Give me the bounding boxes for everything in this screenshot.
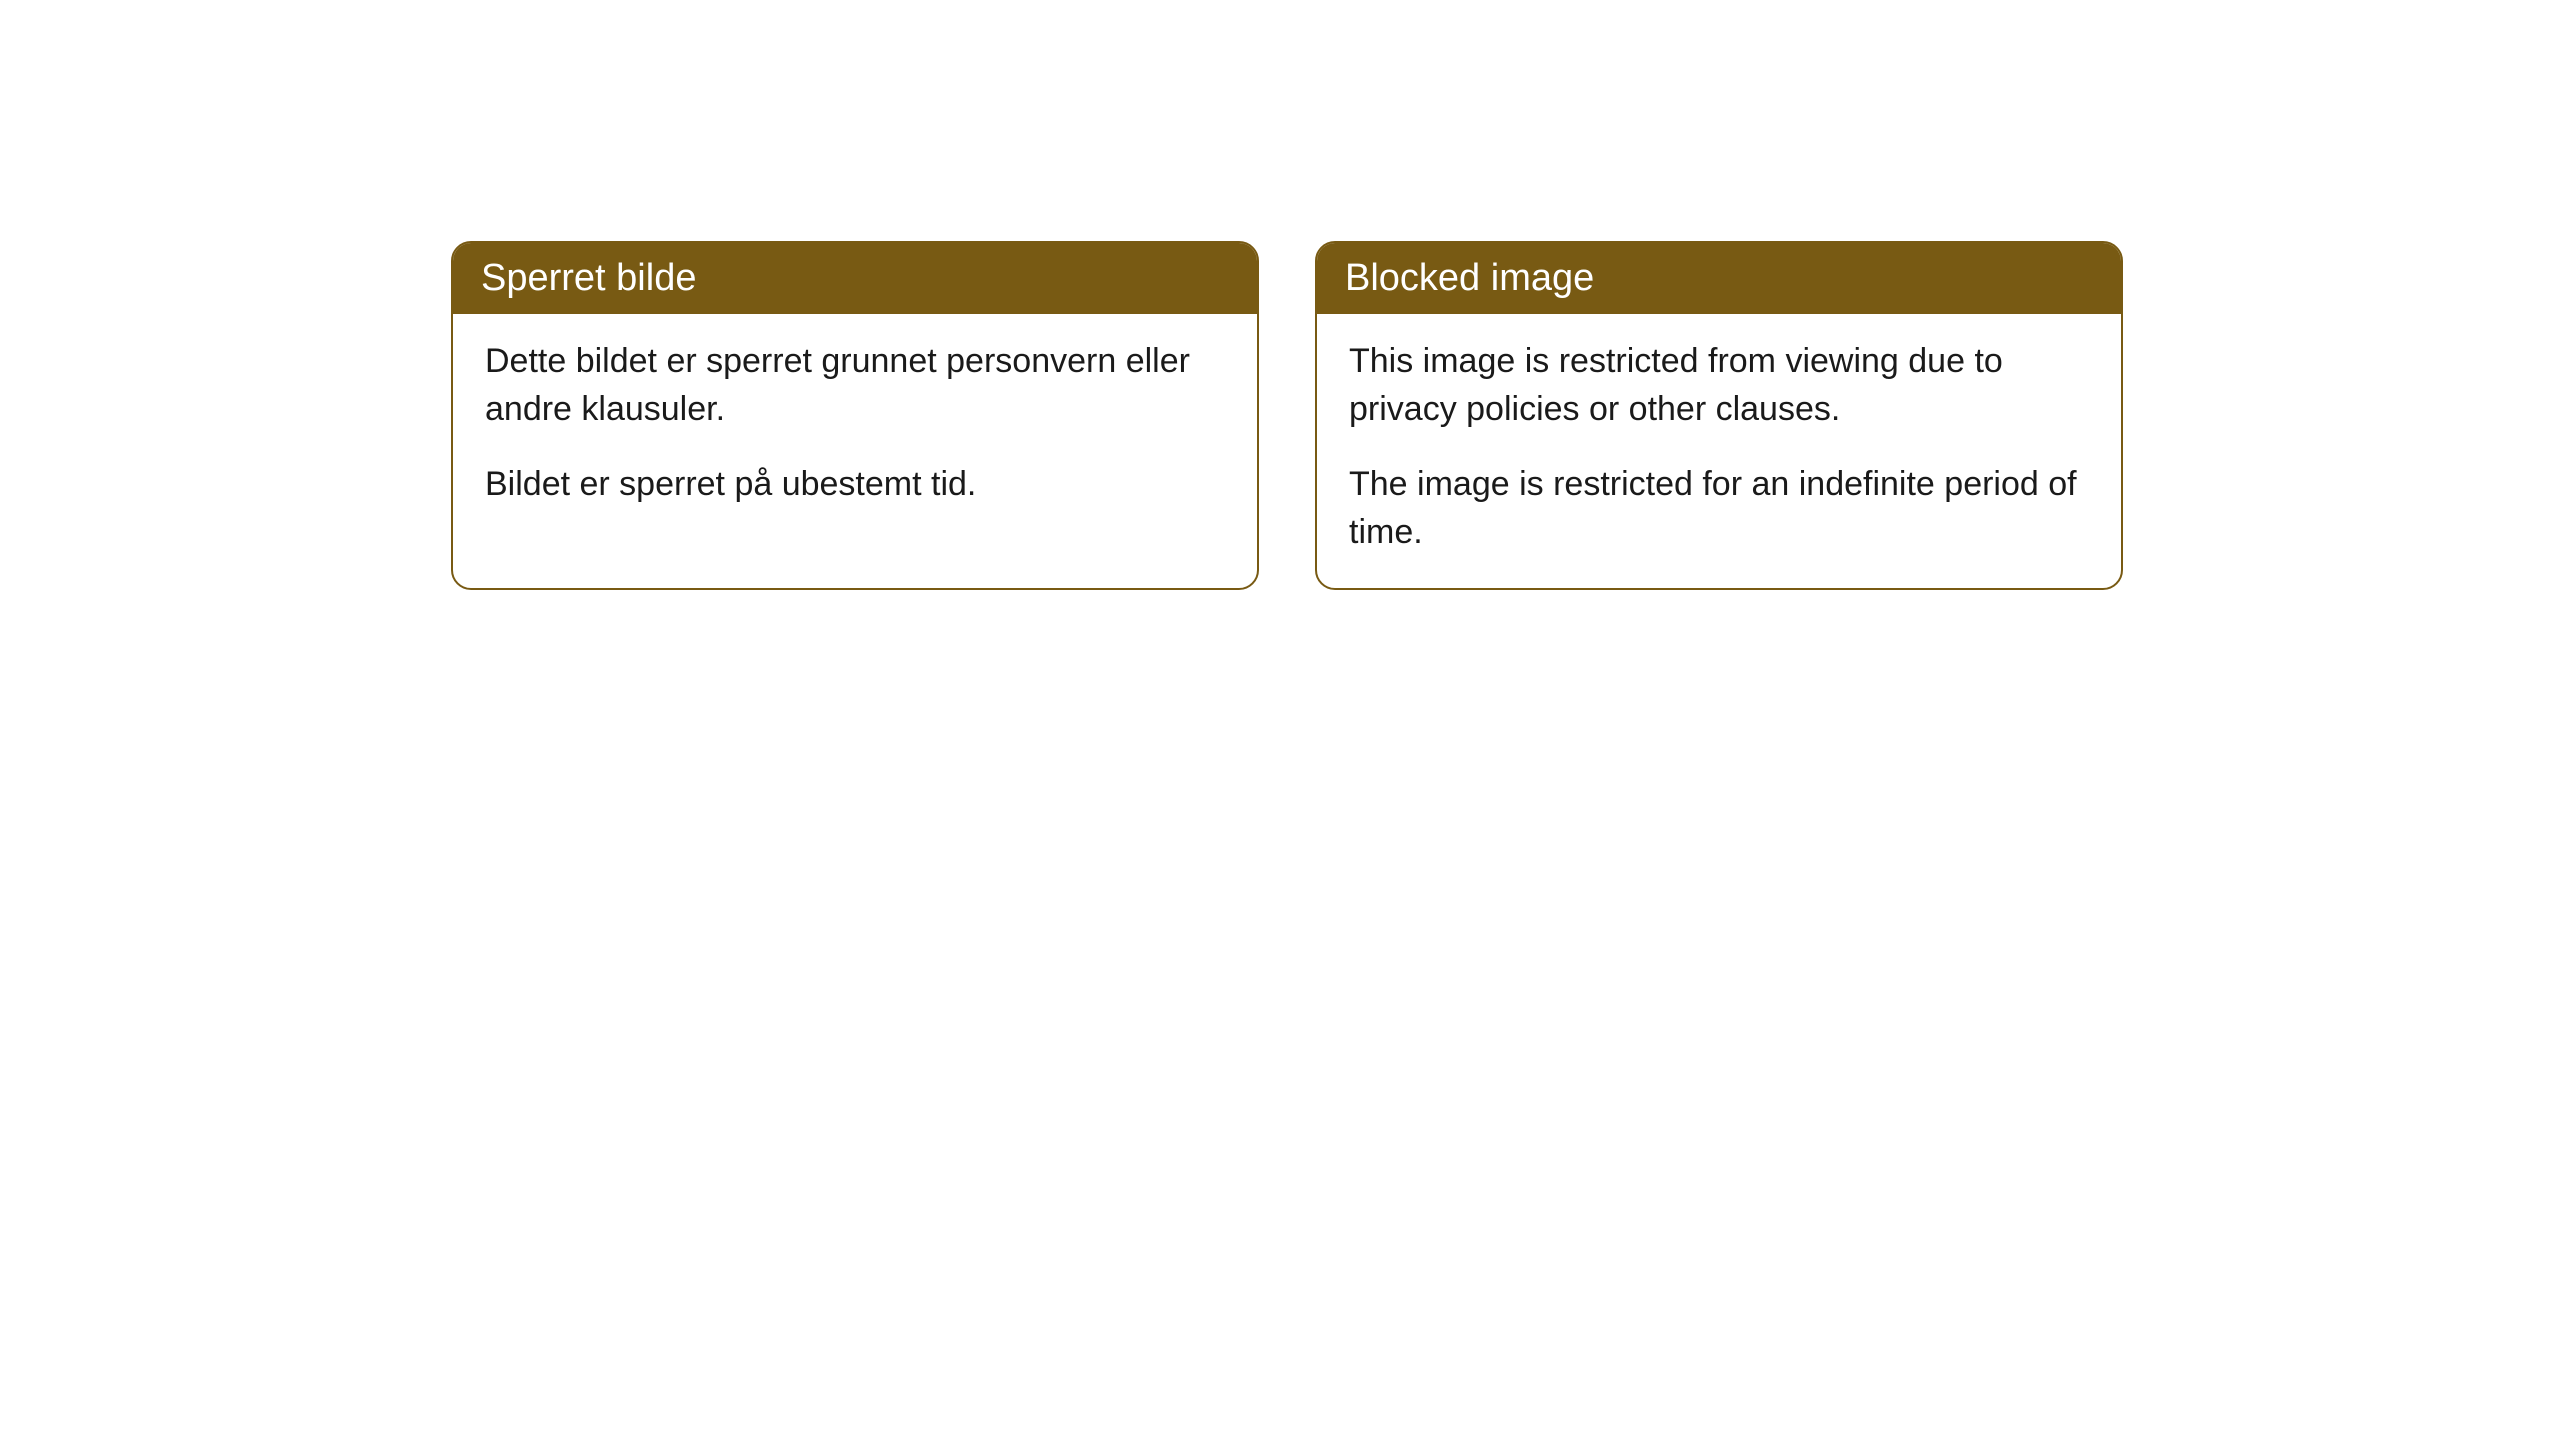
- card-header-norwegian: Sperret bilde: [453, 243, 1257, 314]
- card-body-english: This image is restricted from viewing du…: [1317, 314, 2121, 588]
- card-paragraph-2-norwegian: Bildet er sperret på ubestemt tid.: [485, 461, 1225, 509]
- notice-cards-container: Sperret bilde Dette bildet er sperret gr…: [451, 241, 2123, 590]
- card-paragraph-1-norwegian: Dette bildet er sperret grunnet personve…: [485, 338, 1225, 433]
- card-body-norwegian: Dette bildet er sperret grunnet personve…: [453, 314, 1257, 541]
- blocked-image-card-english: Blocked image This image is restricted f…: [1315, 241, 2123, 590]
- card-title-english: Blocked image: [1345, 257, 1594, 299]
- card-title-norwegian: Sperret bilde: [481, 257, 696, 299]
- card-paragraph-1-english: This image is restricted from viewing du…: [1349, 338, 2089, 433]
- card-paragraph-2-english: The image is restricted for an indefinit…: [1349, 461, 2089, 556]
- blocked-image-card-norwegian: Sperret bilde Dette bildet er sperret gr…: [451, 241, 1259, 590]
- card-header-english: Blocked image: [1317, 243, 2121, 314]
